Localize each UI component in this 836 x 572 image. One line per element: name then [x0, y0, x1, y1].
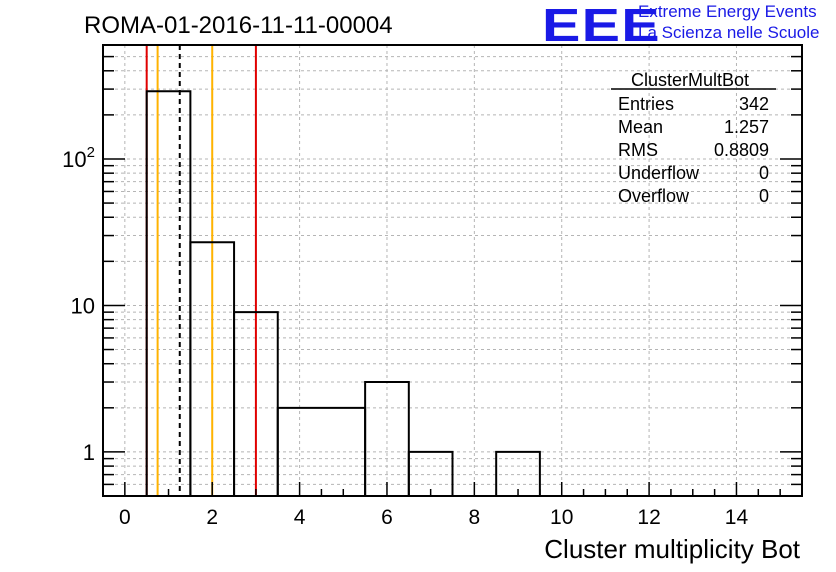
y-tick-label: 10 — [71, 293, 95, 318]
stats-value: 1.257 — [724, 117, 769, 137]
x-tick-label: 0 — [119, 506, 131, 529]
stats-label: Mean — [618, 117, 663, 137]
y-tick-label: 1 — [83, 440, 95, 465]
histogram-bin — [233, 311, 279, 496]
histogram-bin — [364, 381, 410, 496]
grid — [103, 44, 802, 497]
logo-line-2: La Scienza nelle Scuole — [638, 23, 820, 42]
plot-frame — [102, 44, 803, 497]
y-tick-label: 102 — [62, 144, 95, 172]
stats-value: 0 — [759, 163, 769, 183]
stats-label: Entries — [618, 94, 674, 114]
x-tick-label: 10 — [550, 506, 573, 529]
x-tick-label: 8 — [469, 506, 481, 529]
stats-box: ClusterMultBot Entries 342 Mean 1.257 RMS 0.8… — [611, 70, 776, 206]
histogram-bin — [407, 450, 454, 496]
histogram-bin — [145, 90, 192, 496]
stats-title: ClusterMultBot — [631, 70, 749, 90]
stats-label: RMS — [618, 140, 658, 160]
x-tick-label: 6 — [381, 506, 393, 529]
stats-value: 342 — [739, 94, 769, 114]
plot-area — [145, 45, 541, 496]
logo-line-1: Extreme Energy Events — [638, 2, 817, 21]
stats-value: 0.8809 — [714, 140, 769, 160]
x-tick-label: 4 — [294, 506, 306, 529]
x-tick-label: 12 — [637, 506, 660, 529]
eee-logo: EEE — [542, 0, 661, 51]
x-tick-label: 14 — [725, 506, 749, 529]
stats-label: Underflow — [618, 163, 700, 183]
histogram-bin — [495, 450, 541, 496]
stats-value: 0 — [759, 186, 769, 206]
x-tick-label: 2 — [206, 506, 218, 529]
stats-label: Overflow — [618, 186, 690, 206]
x-axis-label: Cluster multiplicity Bot — [544, 534, 801, 564]
chart-title: ROMA-01-2016-11-11-00004 — [84, 12, 393, 39]
axes: 0 2 4 6 8 10 12 14 1 10 102 — [62, 44, 803, 529]
